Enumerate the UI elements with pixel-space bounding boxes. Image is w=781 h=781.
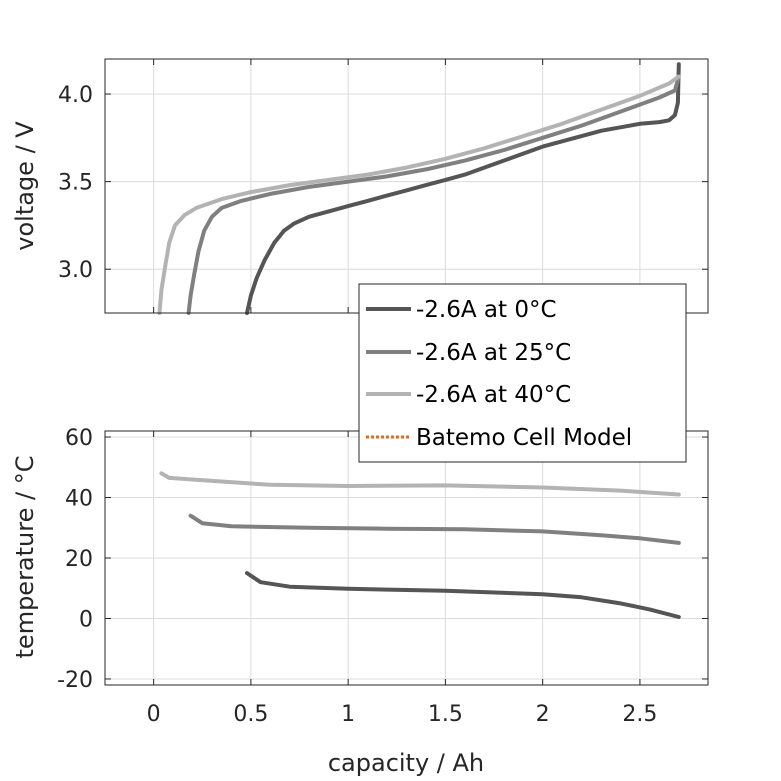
temperature-series (159, 471, 681, 619)
voltage-ytick-label: 4.0 (58, 83, 93, 108)
temperature-xtick-label: 2.5 (622, 702, 657, 727)
voltage-ytick-label: 3.5 (58, 171, 93, 196)
legend-label-25C: -2.6A at 25°C (416, 340, 571, 366)
voltage-axes: 3.0 3.5 4.0 voltage / V (11, 58, 709, 315)
voltage-ticks: 3.0 3.5 4.0 (58, 59, 708, 313)
voltage-series-line-1 (186, 74, 681, 315)
voltage-series-line-2 (157, 74, 681, 315)
temperature-axis-label: temperature / °C (11, 456, 39, 659)
temperature-ytick-label: 60 (65, 426, 93, 451)
legend-label-40C: -2.6A at 40°C (416, 382, 571, 408)
voltage-series (157, 62, 681, 315)
temperature-xtick-label: 2 (536, 702, 550, 727)
voltage-series-line-0 (245, 62, 681, 315)
temperature-ytick-label: -20 (57, 668, 93, 693)
temperature-xtick-label: 1.5 (428, 702, 463, 727)
temperature-series-line-2 (159, 471, 681, 497)
legend-label-model: Batemo Cell Model (416, 425, 632, 451)
temperature-xtick-label: 0 (147, 702, 161, 727)
temperature-ytick-label: 0 (79, 607, 93, 632)
temperature-xtick-label: 1 (341, 702, 355, 727)
legend-label-0C: -2.6A at 0°C (416, 297, 557, 323)
temperature-series-line-1 (188, 513, 681, 545)
legend: -2.6A at 0°C -2.6A at 25°C -2.6A at 40°C… (358, 283, 687, 463)
temperature-ytick-label: 20 (65, 547, 93, 572)
capacity-axis-label: capacity / Ah (328, 749, 484, 777)
temperature-series-line-0 (245, 571, 681, 619)
temperature-ytick-label: 40 (65, 487, 93, 512)
temperature-xtick-label: 0.5 (233, 702, 268, 727)
temperature-ticks: 0 0.5 1 1.5 2 2.5 -20 0 20 40 60 (57, 426, 708, 727)
voltage-ytick-label: 3.0 (58, 258, 93, 283)
voltage-axis-label: voltage / V (11, 121, 39, 251)
voltage-grid (105, 59, 708, 313)
